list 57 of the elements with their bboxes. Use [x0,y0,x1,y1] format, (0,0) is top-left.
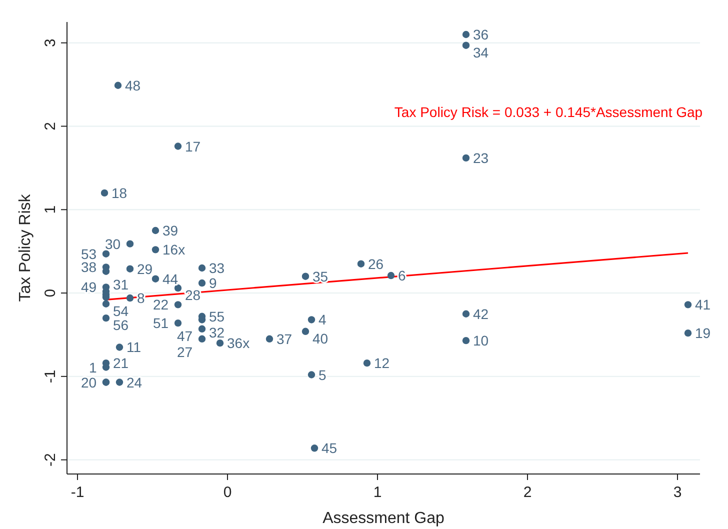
y-tick-label: 1 [42,205,59,214]
annotation: 38 [81,259,97,276]
annotation: 48 [125,77,141,94]
annotation: 45 [322,440,338,456]
y-tick-label: -2 [42,453,59,466]
annotation: 23 [473,150,489,166]
annotation: 53 [81,246,97,262]
annotation: 26 [368,256,384,272]
annotation: 18 [112,184,128,201]
y-tick-label: 3 [42,38,59,48]
annotation: 42 [473,306,489,322]
annotation: 37 [276,330,292,347]
annotation: 32 [209,324,225,341]
annotation: 30 [105,236,121,252]
annotation: 55 [209,308,225,324]
annotation: 29 [137,260,153,277]
annotation: 33 [209,260,225,276]
annotation: 36x [227,335,250,352]
annotation: 19 [695,325,711,342]
y-tick-label: 2 [42,122,59,130]
annotation: 56 [113,317,129,334]
x-tick-label: 2 [523,484,532,501]
x-tick-label: -1 [70,484,84,501]
annotation: 51 [153,315,169,332]
annotation: 41 [695,296,711,313]
annotation: 5 [318,366,326,383]
x-tick-label: 0 [223,484,232,501]
annotation: 36 [473,26,489,43]
annotation: 16x [162,242,186,258]
annotation: 21 [113,355,129,372]
annotation: 40 [312,330,328,346]
annotation: 54 [113,302,129,319]
annotation: 39 [162,222,178,238]
annotation: 1 [89,359,97,376]
annotation: 34 [473,44,489,60]
x-axis-title: Assessment Gap [322,510,445,527]
annotation: 17 [185,138,201,154]
annotation: 24 [126,374,142,390]
annotation: 47 [177,328,193,344]
annotation: 27 [177,344,193,360]
annotation: 9 [209,275,217,292]
annotation: 35 [312,268,328,284]
y-axis-title: Tax Policy Risk [17,193,34,302]
annotation: 20 [81,374,97,390]
annotation: 44 [162,270,178,287]
annotation: 49 [81,279,97,296]
x-tick-label: 1 [373,484,382,501]
annotation: Tax Policy Risk = 0.033 + 0.145*Assessment Gap [394,104,703,120]
y-tick-label: 0 [42,288,59,298]
annotation: 10 [473,332,489,349]
annotation: 12 [374,355,390,372]
annotation: 11 [126,339,142,356]
y-tick-label: -1 [42,370,59,384]
x-tick-label: 3 [673,484,682,501]
annotation: 4 [318,312,326,328]
annotation: 31 [113,276,129,292]
annotation: 22 [153,296,169,313]
